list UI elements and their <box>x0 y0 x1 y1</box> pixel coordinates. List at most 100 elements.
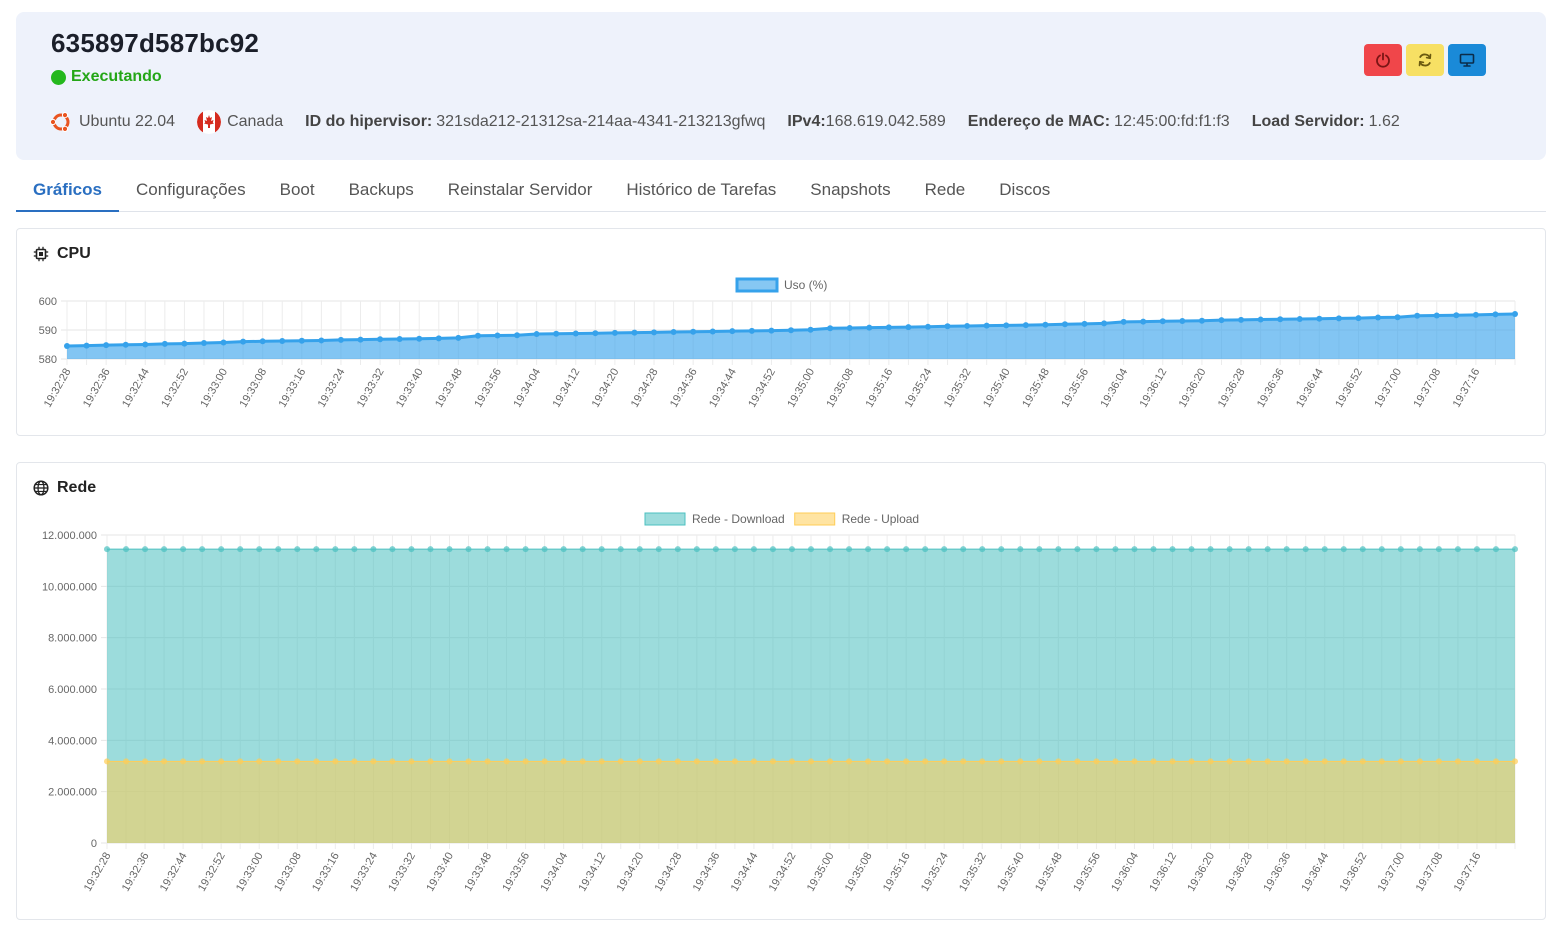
data-point <box>389 546 396 553</box>
data-point <box>1150 758 1157 765</box>
data-point <box>1150 546 1157 553</box>
data-point <box>674 758 681 765</box>
hypervisor-label: ID do hipervisor: <box>305 113 433 130</box>
x-tick-label: 19:36:04 <box>1098 367 1130 410</box>
server-name: 635897d587bc92 <box>51 28 260 58</box>
console-button[interactable] <box>1448 44 1486 76</box>
status-text: Executando <box>71 68 162 85</box>
x-tick-label: 19:33:00 <box>198 367 230 410</box>
data-point <box>123 546 130 553</box>
data-point <box>768 327 775 334</box>
data-point <box>83 342 90 349</box>
data-point <box>885 324 892 331</box>
x-tick-label: 19:37:00 <box>1372 367 1404 410</box>
data-point <box>905 324 912 331</box>
tab-snapshots[interactable]: Snapshots <box>810 180 891 199</box>
data-point <box>866 324 873 331</box>
data-point <box>1226 758 1233 765</box>
x-tick-label: 19:36:20 <box>1177 367 1209 410</box>
series-area <box>67 314 1515 359</box>
data-point <box>142 546 149 553</box>
data-point <box>337 336 344 343</box>
data-point <box>1207 758 1214 765</box>
data-point <box>712 758 719 765</box>
data-point <box>1302 758 1309 765</box>
restart-button[interactable] <box>1406 44 1444 76</box>
data-point <box>218 758 225 765</box>
data-point <box>865 546 872 553</box>
x-tick-label: 19:35:24 <box>919 851 951 894</box>
x-tick-label: 19:33:08 <box>237 367 269 410</box>
x-tick-label: 19:37:00 <box>1376 851 1408 894</box>
data-point <box>142 758 149 765</box>
data-point <box>1017 758 1024 765</box>
data-point <box>750 758 757 765</box>
data-point <box>541 758 548 765</box>
data-point <box>884 546 891 553</box>
x-tick-label: 19:34:20 <box>615 851 647 894</box>
data-point <box>655 546 662 553</box>
data-point <box>465 546 472 553</box>
data-point <box>690 328 697 335</box>
tab-backups[interactable]: Backups <box>348 180 414 199</box>
x-tick-label: 19:33:40 <box>424 851 456 894</box>
data-point <box>1198 317 1205 324</box>
data-point <box>1340 546 1347 553</box>
series-area <box>107 761 1515 843</box>
data-point <box>1316 315 1323 322</box>
data-point <box>237 758 244 765</box>
data-point <box>180 758 187 765</box>
data-point <box>1120 318 1127 325</box>
y-tick-label: 590 <box>39 325 57 337</box>
tab-configuracoes[interactable]: Configurações <box>135 180 246 199</box>
data-point <box>313 546 320 553</box>
x-tick-label: 19:36:04 <box>1109 851 1141 894</box>
data-point <box>199 546 206 553</box>
data-point <box>522 758 529 765</box>
tab-graficos[interactable]: Gráficos <box>16 170 119 212</box>
x-tick-label: 19:33:24 <box>348 851 380 894</box>
data-point <box>298 337 305 344</box>
data-point <box>617 546 624 553</box>
tab-historico-de-tarefas[interactable]: Histórico de Tarefas <box>626 180 777 199</box>
y-tick-label: 2.000.000 <box>48 787 97 799</box>
data-point <box>572 330 579 337</box>
x-tick-label: 19:35:32 <box>942 367 974 410</box>
mac-value: 12:45:00:fd:f1:f3 <box>1114 113 1230 130</box>
x-tick-label: 19:37:16 <box>1452 851 1484 894</box>
tab-boot[interactable]: Boot <box>279 180 315 199</box>
data-point <box>318 337 325 344</box>
cpu-panel: Uso (%) 600 590 580 19:32:28 19:32:36 19:32:44… <box>16 228 1546 436</box>
x-tick-label: 19:34:36 <box>691 851 723 894</box>
data-point <box>522 546 529 553</box>
data-point <box>377 336 384 343</box>
data-point <box>617 758 624 765</box>
data-point <box>560 758 567 765</box>
cpu-title: CPU <box>57 245 91 262</box>
tab-discos[interactable]: Discos <box>999 180 1051 199</box>
legend-swatch <box>644 512 686 526</box>
location-info: Canada <box>197 110 283 134</box>
data-point <box>370 546 377 553</box>
data-point <box>370 758 377 765</box>
x-tick-label: 19:34:12 <box>551 367 583 410</box>
data-point <box>484 546 491 553</box>
data-point <box>636 546 643 553</box>
data-point <box>1397 546 1404 553</box>
network-panel-title: Rede <box>33 479 96 497</box>
tab-reinstalar-servidor[interactable]: Reinstalar Servidor <box>447 180 593 199</box>
data-point <box>944 323 951 330</box>
data-point <box>1473 758 1480 765</box>
data-point <box>1492 546 1499 553</box>
data-point <box>1359 546 1366 553</box>
y-tick-label: 6.000.000 <box>48 684 97 696</box>
data-point <box>122 341 129 348</box>
x-tick-label: 19:34:52 <box>767 851 799 894</box>
power-button[interactable] <box>1364 44 1402 76</box>
data-point <box>1283 758 1290 765</box>
data-point <box>983 322 990 329</box>
data-point <box>514 332 521 339</box>
tab-rede[interactable]: Rede <box>924 180 966 199</box>
data-point <box>788 546 795 553</box>
data-point <box>1017 546 1024 553</box>
